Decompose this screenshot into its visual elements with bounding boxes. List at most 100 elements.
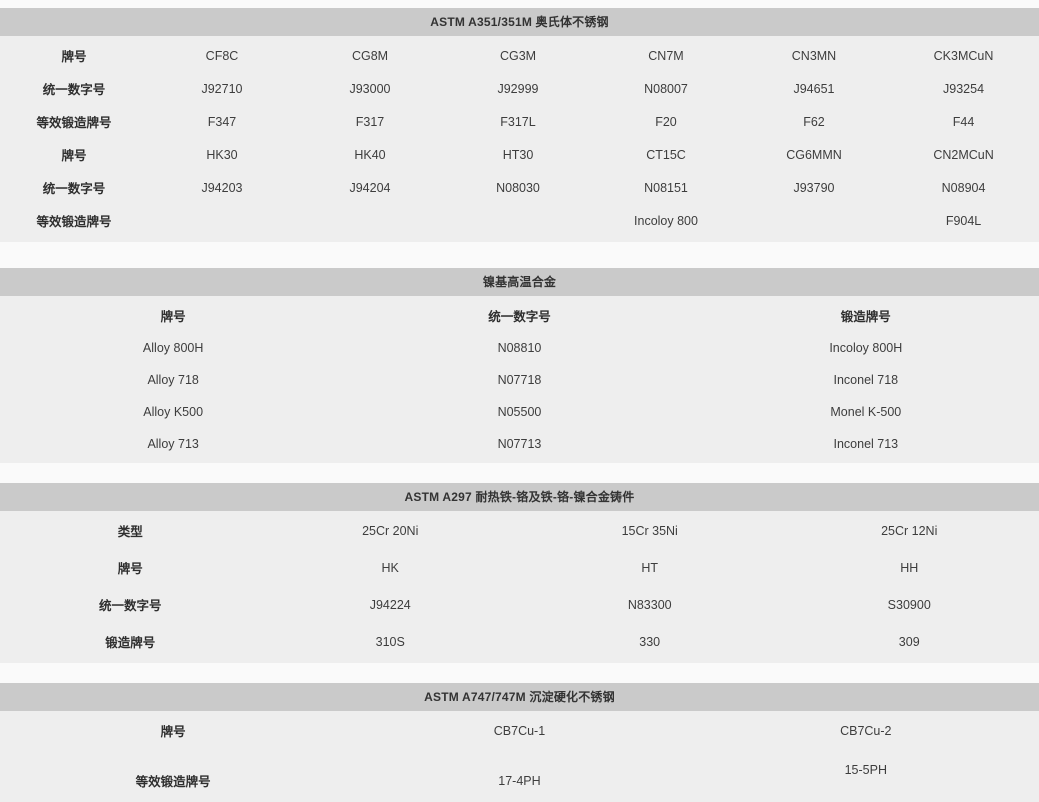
table-caption-row: 镍基高温合金 [0, 268, 1039, 296]
table-header-row: 牌号 统一数字号 锻造牌号 [0, 296, 1039, 332]
row-label: 牌号 [0, 36, 148, 72]
cell: N08030 [444, 171, 592, 204]
cell: CG6MMN [740, 138, 888, 171]
table-row: 统一数字号 J92710 J93000 J92999 N08007 J94651… [0, 72, 1039, 105]
cell: 25Cr 12Ni [779, 511, 1039, 549]
cell: 330 [519, 623, 780, 663]
cell: J94203 [148, 171, 296, 204]
cell: Alloy K500 [0, 396, 347, 428]
table-caption-row: ASTM A351/351M 奥氏体不锈钢 [0, 8, 1039, 36]
cell-text: 15-5PH [844, 762, 887, 777]
cell: CT15C [592, 138, 740, 171]
table-caption: ASTM A351/351M 奥氏体不锈钢 [0, 8, 1039, 36]
table-row: 等效锻造牌号 17-4PH 15-5PH [0, 749, 1039, 802]
cell: HK40 [296, 138, 444, 171]
table-astm-a297: ASTM A297 耐热铁-铬及铁-铬-镍合金铸件 类型 25Cr 20Ni 1… [0, 483, 1039, 663]
table-row: 等效锻造牌号 Incoloy 800 F904L [0, 204, 1039, 242]
cell: F347 [148, 105, 296, 138]
cell: Alloy 713 [0, 428, 347, 463]
row-label: 等效锻造牌号 [0, 749, 347, 802]
cell: J93254 [888, 72, 1039, 105]
cell: HH [779, 549, 1039, 586]
cell: CG8M [296, 36, 444, 72]
table-row: 锻造牌号 310S 330 309 [0, 623, 1039, 663]
cell: Incoloy 800 [592, 204, 740, 242]
cell: J94224 [260, 586, 520, 623]
table-astm-a747: ASTM A747/747M 沉淀硬化不锈钢 牌号 CB7Cu-1 CB7Cu-… [0, 683, 1039, 802]
cell: 25Cr 20Ni [260, 511, 520, 549]
cell: N08007 [592, 72, 740, 105]
cell: J94204 [296, 171, 444, 204]
cell: F44 [888, 105, 1039, 138]
row-label: 统一数字号 [0, 586, 261, 623]
cell: N08810 [346, 332, 693, 364]
cell: J93000 [296, 72, 444, 105]
row-label: 类型 [0, 511, 261, 549]
cell: Alloy 718 [0, 364, 347, 396]
cell: 17-4PH [346, 749, 693, 802]
cell: J92710 [148, 72, 296, 105]
cell: CK3MCuN [888, 36, 1039, 72]
table-nickel-superalloy: 镍基高温合金 牌号 统一数字号 锻造牌号 Alloy 800H N08810 I… [0, 268, 1039, 463]
row-label: 牌号 [0, 711, 347, 749]
cell: Alloy 800H [0, 332, 347, 364]
table-caption: 镍基高温合金 [0, 268, 1039, 296]
cell: Inconel 718 [692, 364, 1039, 396]
table-row: Alloy 718 N07718 Inconel 718 [0, 364, 1039, 396]
row-label: 统一数字号 [0, 72, 148, 105]
table-row: Alloy K500 N05500 Monel K-500 [0, 396, 1039, 428]
row-label: 统一数字号 [0, 171, 148, 204]
cell: CG3M [444, 36, 592, 72]
cell: CN7M [592, 36, 740, 72]
page-top-spacer [0, 0, 1039, 8]
cell [148, 204, 296, 242]
table-astm-a351: ASTM A351/351M 奥氏体不锈钢 牌号 CF8C CG8M CG3M … [0, 8, 1039, 242]
table-caption: ASTM A297 耐热铁-铬及铁-铬-镍合金铸件 [0, 483, 1039, 511]
cell: CB7Cu-1 [346, 711, 693, 749]
cell: Inconel 713 [692, 428, 1039, 463]
table-caption-row: ASTM A297 耐热铁-铬及铁-铬-镍合金铸件 [0, 483, 1039, 511]
cell: N08904 [888, 171, 1039, 204]
table-row: 统一数字号 J94224 N83300 S30900 [0, 586, 1039, 623]
cell: HT [519, 549, 780, 586]
row-label: 等效锻造牌号 [0, 105, 148, 138]
cell: N07718 [346, 364, 693, 396]
cell [296, 204, 444, 242]
row-label: 牌号 [0, 138, 148, 171]
row-label: 等效锻造牌号 [0, 204, 148, 242]
cell: F904L [888, 204, 1039, 242]
cell: F62 [740, 105, 888, 138]
column-header: 牌号 [0, 296, 347, 332]
cell: 15Cr 35Ni [519, 511, 780, 549]
table-row: 牌号 CF8C CG8M CG3M CN7M CN3MN CK3MCuN [0, 36, 1039, 72]
cell: S30900 [779, 586, 1039, 623]
cell: 309 [779, 623, 1039, 663]
cell: CF8C [148, 36, 296, 72]
table-caption: ASTM A747/747M 沉淀硬化不锈钢 [0, 683, 1039, 711]
column-header: 锻造牌号 [692, 296, 1039, 332]
cell: Incoloy 800H [692, 332, 1039, 364]
cell: N05500 [346, 396, 693, 428]
table-gap [0, 242, 1039, 268]
cell: 310S [260, 623, 520, 663]
table-gap [0, 463, 1039, 483]
table-caption-row: ASTM A747/747M 沉淀硬化不锈钢 [0, 683, 1039, 711]
table-row: 牌号 CB7Cu-1 CB7Cu-2 [0, 711, 1039, 749]
cell: HK [260, 549, 520, 586]
cell: J94651 [740, 72, 888, 105]
cell: HK30 [148, 138, 296, 171]
table-row: 等效锻造牌号 F347 F317 F317L F20 F62 F44 [0, 105, 1039, 138]
cell: CN3MN [740, 36, 888, 72]
table-row: 统一数字号 J94203 J94204 N08030 N08151 J93790… [0, 171, 1039, 204]
table-row: Alloy 713 N07713 Inconel 713 [0, 428, 1039, 463]
cell: HT30 [444, 138, 592, 171]
cell: CB7Cu-2 [692, 711, 1039, 749]
table-row: Alloy 800H N08810 Incoloy 800H [0, 332, 1039, 364]
cell: 15-5PH [692, 749, 1039, 802]
cell: F317 [296, 105, 444, 138]
cell: N07713 [346, 428, 693, 463]
cell: N83300 [519, 586, 780, 623]
cell: CN2MCuN [888, 138, 1039, 171]
table-gap [0, 663, 1039, 683]
